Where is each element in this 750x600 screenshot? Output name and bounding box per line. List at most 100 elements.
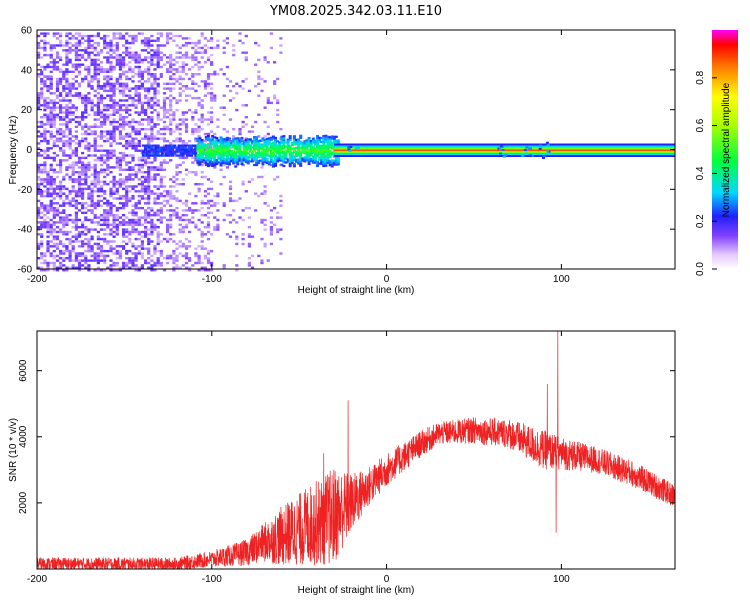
spectrogram-cell (49, 65, 53, 69)
spectrogram-cell (93, 132, 97, 136)
spectrogram-cell (93, 49, 97, 52)
spectrogram-cell (222, 175, 226, 179)
spectrogram-cell (128, 142, 132, 145)
spectrogram-cell (175, 77, 179, 81)
spectrogram-cell (99, 108, 104, 112)
spectrogram-cell (137, 163, 141, 167)
spectrogram-cell (184, 125, 189, 128)
spectrogram-cell (74, 87, 78, 90)
spectrogram-cell (240, 138, 244, 142)
spectrogram-cell (166, 108, 170, 112)
spectrogram-cell (77, 180, 82, 183)
spectrogram-cell (122, 202, 126, 205)
spectrogram-cell (150, 226, 154, 229)
spectrogram-cell (128, 178, 132, 181)
spectrogram-cell (162, 204, 167, 207)
spectrogram-cell (137, 221, 141, 224)
spectrogram-cell (336, 141, 340, 144)
spectrogram-cell (59, 123, 63, 126)
spectrogram-cell (144, 56, 148, 59)
spectrogram-cell (46, 192, 50, 195)
spectrogram-cell (330, 165, 334, 168)
spectrogram-cell (240, 150, 244, 153)
spectrogram-cell (84, 254, 88, 258)
spectrogram-cell (71, 63, 75, 66)
spectrogram-cell (43, 68, 47, 71)
spectrogram-cell (77, 70, 82, 73)
spectrogram-cell (52, 197, 56, 200)
spectrogram-cell (278, 141, 282, 144)
spectrogram-cell (112, 137, 116, 140)
spectrogram-cell (179, 150, 183, 153)
spectrogram-cell (297, 160, 301, 163)
spectrogram-cell (303, 160, 307, 163)
spectrogram-cell (153, 53, 157, 57)
spectrogram-cell (213, 150, 217, 153)
spectrogram-cell (269, 136, 273, 139)
spectrogram-cell (159, 221, 163, 224)
spectrogram-cell (77, 187, 82, 191)
spectrogram-cell (150, 85, 154, 88)
spectrogram-cell (59, 171, 63, 174)
spectrogram-cell (153, 178, 157, 181)
spectrogram-cell (246, 158, 250, 161)
spectrogram-cell (118, 130, 122, 133)
spectrogram-cell (203, 82, 207, 85)
spectrogram-cell (184, 252, 189, 255)
spectrogram-cell (200, 240, 204, 243)
spectrogram-cell (222, 163, 226, 167)
spectrogram-cell (46, 266, 50, 269)
spectrogram-cell (103, 254, 107, 258)
x-tick-label: -200 (27, 274, 47, 285)
spectrogram-cell (128, 154, 132, 157)
spectrogram-cell (109, 180, 113, 183)
spectrogram-cell (210, 46, 214, 50)
spectrogram-cell (96, 175, 100, 179)
spectrogram-cell (236, 155, 240, 158)
spectrogram-cell (150, 254, 154, 258)
spectrogram-cell (197, 228, 201, 231)
spectrogram-cell (194, 173, 198, 176)
spectrogram-cell (90, 237, 94, 241)
spectrogram-cell (303, 148, 307, 151)
spectrogram-cell (184, 218, 189, 222)
spectrogram-cell (59, 192, 63, 195)
spectrogram-cell (153, 92, 157, 95)
spectrogram-cell (238, 145, 242, 148)
spectrogram-cell (49, 202, 53, 205)
spectrogram-cell (178, 252, 182, 255)
spectrogram-cell (279, 228, 283, 231)
spectrogram-cell (128, 34, 132, 38)
spectrogram-cell (103, 113, 107, 116)
spectrogram-cell (43, 104, 47, 107)
spectrogram-cell (203, 94, 207, 97)
spectrogram-cell (215, 144, 219, 148)
spectrogram-cell (184, 254, 189, 258)
spectrogram-cell (96, 118, 100, 121)
spectrogram-cell (40, 233, 44, 236)
spectrogram-cell (59, 216, 63, 219)
spectrogram-cell (213, 226, 217, 229)
spectrogram-cell (158, 154, 162, 157)
spectrogram-cell (228, 192, 233, 195)
spectrogram-cell (122, 168, 126, 171)
spectrogram-cell (166, 257, 170, 260)
spectrogram-cell (134, 51, 138, 54)
spectrogram-cell (175, 247, 179, 250)
spectrogram-cell (222, 113, 226, 116)
spectrogram-cell (200, 158, 204, 162)
spectrogram-cell (137, 149, 141, 152)
spectrogram-cell (144, 146, 147, 149)
spectrogram-cell (156, 144, 160, 147)
spectrogram-cell (184, 142, 189, 145)
spectrogram-cell (43, 269, 47, 272)
spectrogram-cell (55, 259, 60, 262)
spectrogram-cell (137, 123, 141, 126)
spectrogram-cell (178, 132, 182, 136)
spectrogram-cell (37, 178, 41, 181)
spectrogram-cell (274, 140, 277, 143)
spectrogram-cell (267, 143, 271, 146)
spectrogram-cell (77, 65, 82, 69)
spectrogram-cell (128, 199, 132, 203)
spectrogram-cell (299, 158, 303, 161)
